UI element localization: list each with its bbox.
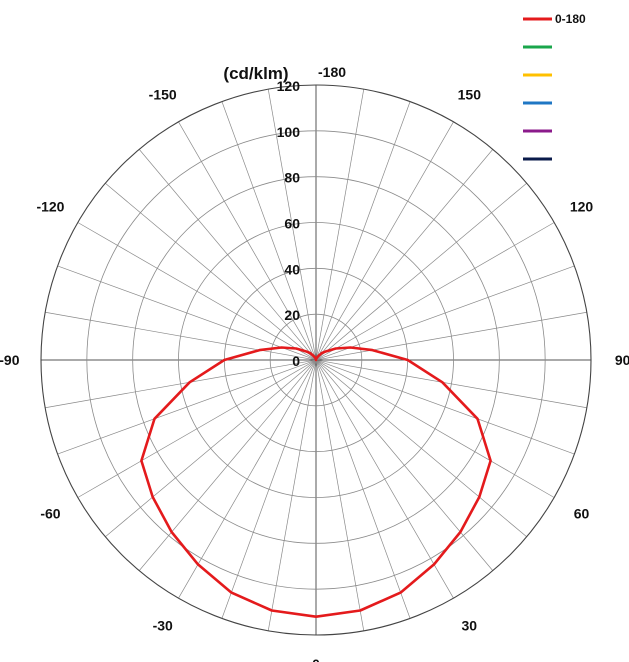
- angle-tick-label: -30: [153, 618, 173, 634]
- radial-tick-label: 60: [284, 216, 300, 232]
- radial-tick-label: 120: [277, 78, 301, 94]
- radial-tick-label: 80: [284, 170, 300, 186]
- angle-tick-label: -90: [0, 352, 20, 368]
- radial-tick-label: 20: [284, 307, 300, 323]
- radial-tick-label: 0: [292, 353, 300, 369]
- radial-tick-label: 40: [284, 261, 300, 277]
- angle-tick-label: -180: [318, 64, 346, 80]
- series-line-0-180: [140, 346, 492, 618]
- grid-ring: [178, 222, 454, 498]
- grid-ring: [269, 313, 363, 407]
- radial-tick-labels: 0 20 40 60 80 100 120: [277, 78, 301, 369]
- angle-tick-label: 30: [462, 618, 478, 634]
- angle-tick-label: 0: [312, 656, 320, 662]
- angle-tick-label: 60: [574, 505, 590, 521]
- unit-label: (cd/klm): [223, 64, 288, 83]
- grid-rings: [40, 84, 592, 636]
- grid-ring: [86, 130, 546, 590]
- angle-tick-label: 150: [458, 86, 482, 102]
- angle-tick-label: 120: [570, 199, 594, 215]
- grid-ring: [40, 84, 592, 636]
- angle-tick-label: 90: [615, 352, 629, 368]
- angle-tick-labels: -180 -150 -120 -90 -60 -30 0 30 60 90 120 150: [0, 64, 629, 662]
- series-layer: [140, 346, 492, 618]
- angle-tick-label: -150: [149, 86, 177, 102]
- angle-tick-label: -120: [36, 199, 64, 215]
- legend: 0-180: [523, 12, 586, 161]
- legend-label: 0-180: [555, 12, 586, 26]
- radial-tick-label: 100: [277, 124, 301, 140]
- angle-tick-label: -60: [40, 505, 60, 521]
- grid-ring: [132, 176, 500, 544]
